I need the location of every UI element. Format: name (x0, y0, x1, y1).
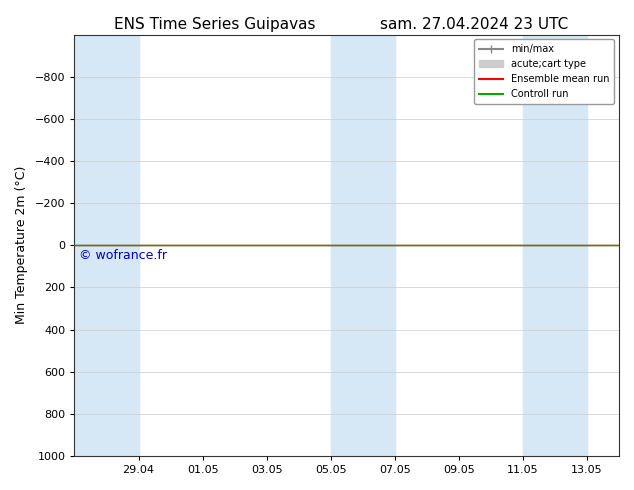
Text: sam. 27.04.2024 23 UTC: sam. 27.04.2024 23 UTC (380, 17, 569, 32)
Bar (331, 35, 395, 456)
Bar (523, 35, 587, 456)
Bar (74, 35, 139, 456)
Y-axis label: Min Temperature 2m (°C): Min Temperature 2m (°C) (15, 166, 28, 324)
Legend: min/max, acute;cart type, Ensemble mean run, Controll run: min/max, acute;cart type, Ensemble mean … (474, 40, 614, 104)
Text: © wofrance.fr: © wofrance.fr (79, 249, 167, 263)
Text: ENS Time Series Guipavas: ENS Time Series Guipavas (114, 17, 316, 32)
